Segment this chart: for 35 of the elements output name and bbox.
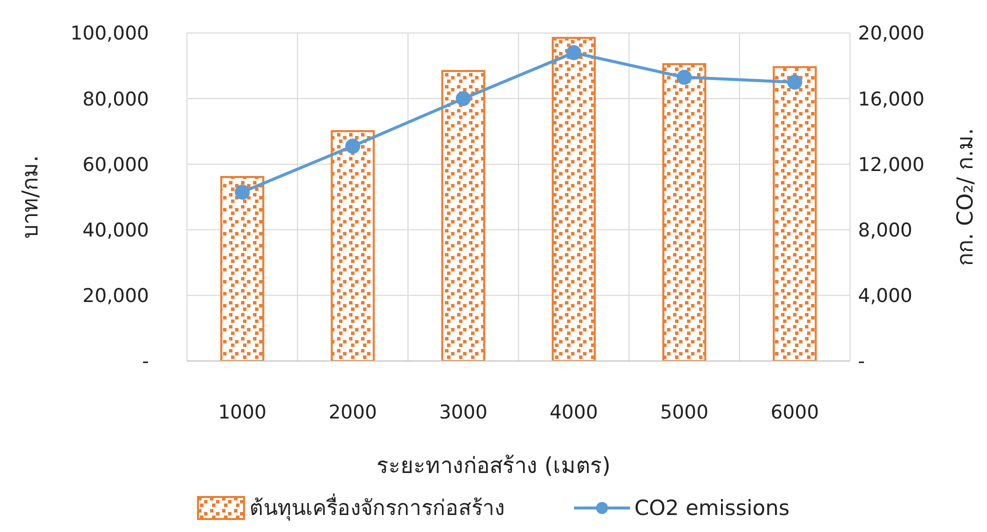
point: [676, 70, 692, 85]
point: [345, 138, 360, 154]
x-axis-title: ระยะทางก่อสร้าง (เมตร): [375, 453, 612, 481]
x-tick-label: 2000: [328, 401, 377, 424]
y-tick-label: 60,000: [82, 154, 149, 176]
x-tick-label: 4000: [550, 401, 598, 424]
legend-label: CO2 emissions: [634, 495, 790, 522]
y2-tick-label: 4,000: [858, 285, 912, 308]
bar: [772, 66, 817, 361]
y2-tick-label: 20,000: [858, 22, 924, 45]
y-tick-label: 80,000: [82, 88, 149, 110]
bar: [441, 70, 486, 361]
x-tick-label: 5000: [660, 401, 708, 424]
y-axis-title: บาท/กม.: [18, 155, 44, 239]
bar: [220, 176, 264, 361]
y-tick-label: 20,000: [82, 285, 149, 308]
y2-tick-label: 16,000: [858, 88, 924, 110]
y-tick-label: 40,000: [82, 220, 149, 242]
point: [566, 45, 582, 60]
bar: [330, 130, 375, 361]
x-tick-label: 3000: [439, 401, 488, 424]
bar: [552, 36, 596, 361]
y2-axis-title: กก. CO₂/ ก.ม.: [952, 128, 980, 266]
y-tick-label: -: [142, 350, 149, 373]
y2-tick-label: -: [858, 350, 865, 373]
legend-label: ต้นทุนเครื่องจักรการก่อสร้าง: [249, 492, 504, 523]
x-tick-label: 6000: [770, 401, 819, 424]
x-tick-label: 1000: [218, 401, 266, 424]
point: [787, 74, 802, 90]
y2-tick-label: 8,000: [858, 220, 912, 242]
bar: [662, 63, 706, 361]
y-tick-label: 100,000: [70, 22, 149, 45]
point: [456, 91, 471, 106]
point: [234, 184, 250, 200]
y2-tick-label: 12,000: [858, 154, 924, 176]
